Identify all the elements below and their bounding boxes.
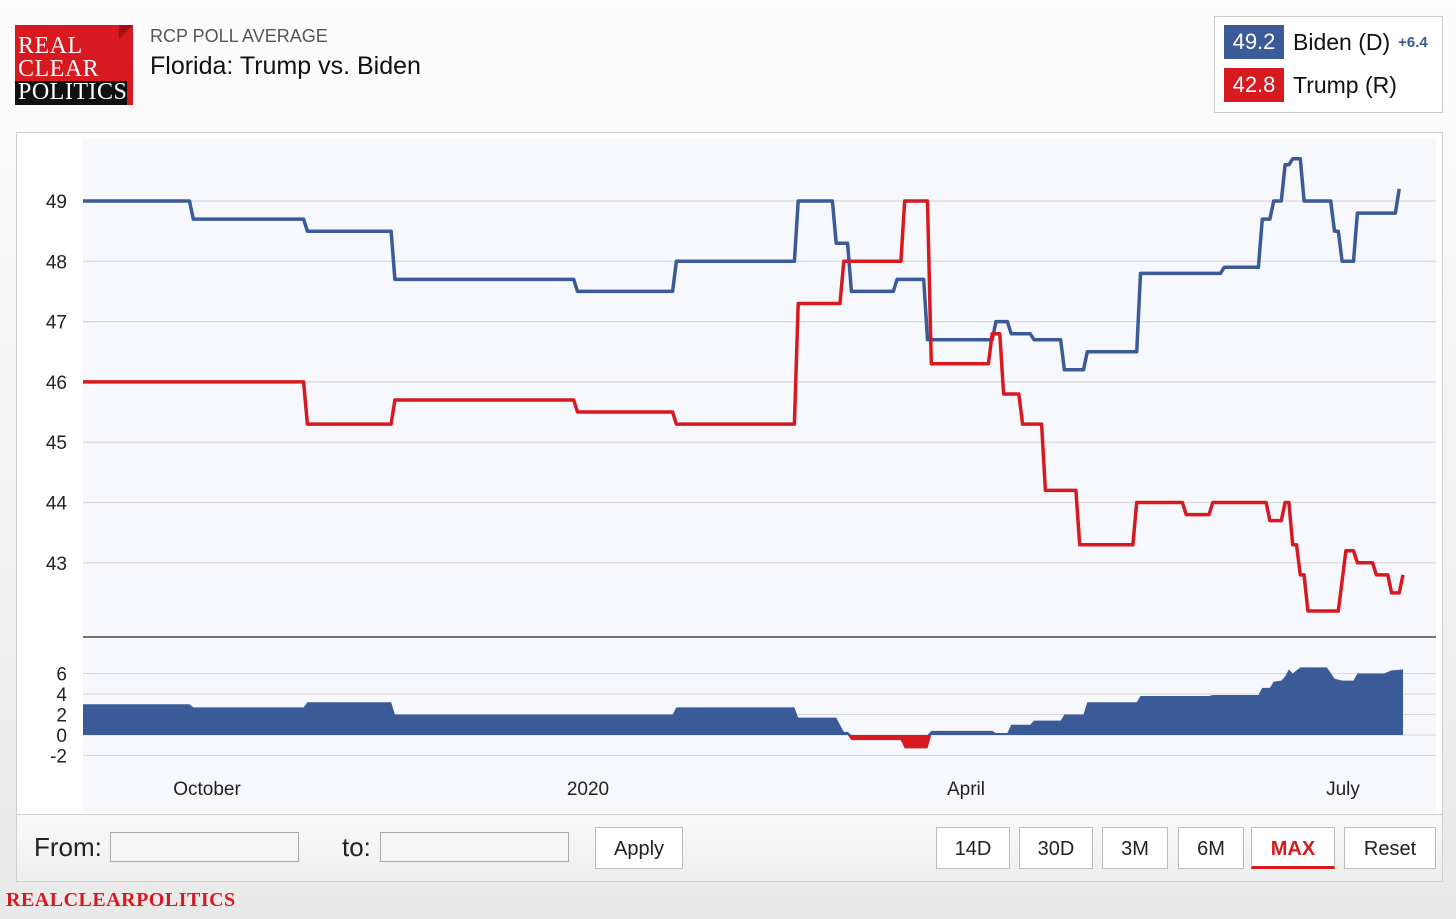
- trump-line: [83, 199, 1405, 613]
- to-date-input[interactable]: [380, 832, 569, 862]
- x-axis-label: April: [947, 779, 985, 800]
- y-tick-label: 47: [46, 313, 67, 334]
- biden-value-badge: 49.2: [1224, 25, 1284, 59]
- logo-fold: [119, 25, 133, 39]
- apply-button[interactable]: Apply: [595, 827, 683, 869]
- y-tick-label: 43: [46, 554, 67, 575]
- y-tick-label: 48: [46, 252, 67, 273]
- from-label: From:: [34, 832, 102, 862]
- range-3m-button[interactable]: 3M: [1102, 827, 1168, 869]
- trump-value-badge: 42.8: [1224, 68, 1284, 102]
- to-label: to:: [342, 832, 371, 862]
- x-axis-label: 2020: [567, 779, 609, 800]
- spread-area-positive: [83, 667, 1403, 735]
- y-tick-label: 46: [46, 373, 67, 394]
- legend-row-trump: 42.8 Trump (R): [1224, 68, 1397, 102]
- spread-y-tick-label: 4: [56, 685, 67, 706]
- trump-legend-label: Trump (R): [1293, 71, 1397, 98]
- biden-legend-label: Biden (D): [1293, 28, 1391, 55]
- y-tick-label: 49: [46, 192, 67, 213]
- spread-value: +6.4: [1398, 33, 1428, 51]
- range-controls: From: to: Apply 14D 30D 3M 6M MAX Reset: [16, 815, 1443, 882]
- range-max-button[interactable]: MAX: [1251, 827, 1335, 869]
- main-plot-background: [83, 139, 1436, 637]
- range-6m-button[interactable]: 6M: [1178, 827, 1244, 869]
- chart-panel: 43 44 45 46 47 48 49 -2 0 2 4 6 October 2020 April July: [16, 132, 1443, 815]
- range-14d-button[interactable]: 14D: [936, 827, 1010, 869]
- range-30d-button[interactable]: 30D: [1019, 827, 1093, 869]
- footer-brand: REALCLEARPOLITICS: [6, 889, 236, 911]
- spread-y-tick-label: 6: [56, 665, 67, 686]
- from-date-input[interactable]: [110, 832, 299, 862]
- spread-y-tick-label: 2: [56, 706, 67, 727]
- legend-box: 49.2 Biden (D) +6.4 42.8 Trump (R): [1214, 16, 1443, 113]
- spread-y-tick-label: -2: [50, 747, 67, 768]
- chart-subtitle: RCP POLL AVERAGE: [150, 26, 328, 46]
- chart-title: Florida: Trump vs. Biden: [150, 52, 421, 80]
- reset-button[interactable]: Reset: [1344, 827, 1436, 869]
- spread-y-tick-label: 0: [56, 726, 67, 747]
- logo-word-clear: CLEAR: [18, 56, 100, 82]
- y-tick-label: 44: [46, 494, 68, 515]
- logo-word-politics: POLITICS: [15, 80, 127, 105]
- legend-row-biden: 49.2 Biden (D) +6.4: [1224, 25, 1428, 59]
- y-tick-label: 45: [46, 433, 67, 454]
- x-axis-label: July: [1326, 779, 1360, 800]
- biden-line: [83, 157, 1401, 372]
- logo-word-real: REAL: [18, 33, 83, 59]
- rcp-logo[interactable]: REAL CLEAR POLITICS: [15, 25, 133, 105]
- x-axis-label: October: [173, 779, 241, 800]
